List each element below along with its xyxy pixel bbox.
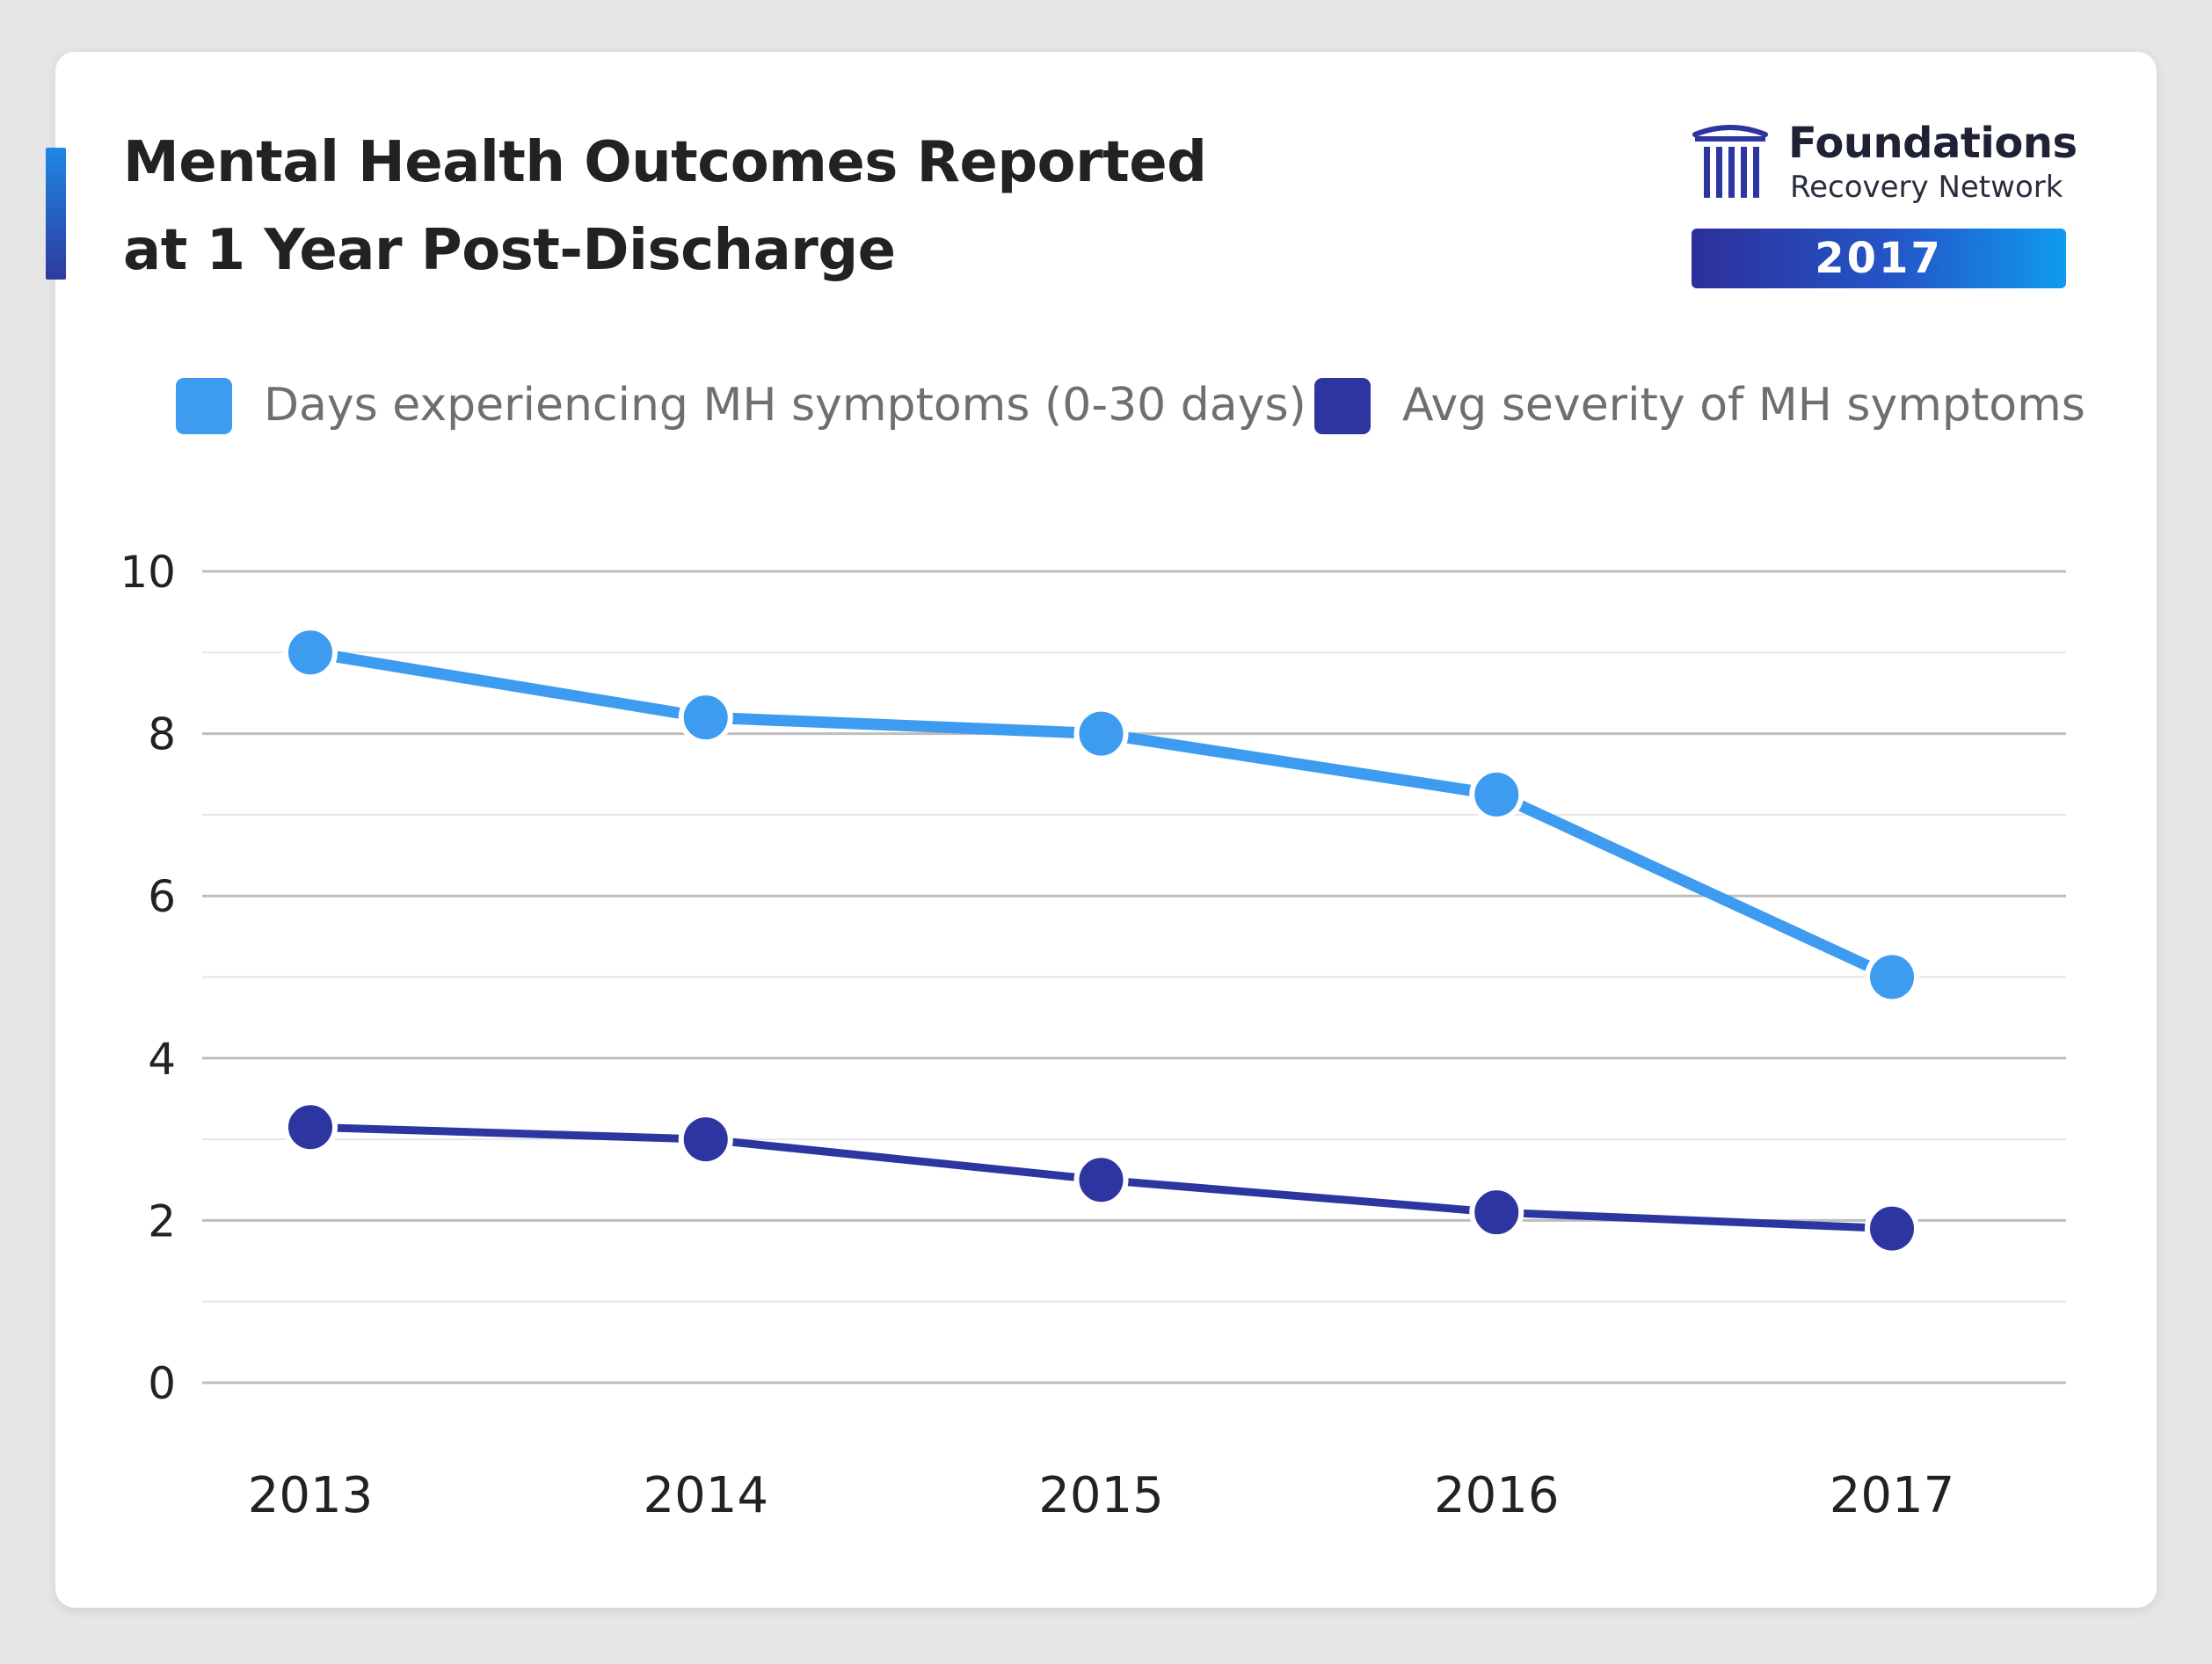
y-tick-label: 8 [148,709,176,760]
data-point-days [678,690,733,745]
data-point-days [1865,949,1919,1005]
y-tick-label: 10 [120,547,176,598]
data-point-severity [283,1100,338,1155]
data-point-days [1073,706,1129,761]
data-point-severity [1865,1201,1919,1256]
data-point-severity [1073,1152,1129,1208]
data-point-days [283,625,338,680]
brand-subtitle: Recovery Network [1790,170,2063,205]
column-logo-icon [1692,125,1768,198]
y-tick-label: 4 [148,1034,176,1085]
legend-swatch-severity [1314,378,1371,434]
x-tick-label: 2013 [248,1467,374,1524]
year-badge: 2017 [1692,229,2066,288]
title-accent-bar [46,148,66,280]
x-tick-label: 2016 [1434,1467,1560,1524]
data-point-days [1469,767,1524,822]
brand-name: Foundations [1788,119,2077,168]
chart-title-line-2: at 1 Year Post-Discharge [123,218,896,283]
chart-card [55,52,2157,1608]
chart-title-line-1: Mental Health Outcomes Reported [123,130,1207,195]
y-tick-label: 0 [148,1358,176,1409]
x-tick-label: 2015 [1038,1467,1164,1524]
x-tick-label: 2017 [1830,1467,1955,1524]
y-tick-label: 2 [148,1195,176,1246]
data-point-severity [1469,1185,1524,1240]
x-tick-label: 2014 [643,1467,768,1524]
y-tick-label: 6 [148,871,176,922]
data-point-severity [678,1112,733,1167]
legend-label-severity: Avg severity of MH symptoms [1402,379,2085,432]
legend-label-days: Days experiencing MH symptoms (0-30 days… [264,379,1306,432]
legend-swatch-days [176,378,232,434]
brand-logo: Foundations Recovery Network 2017 [1690,119,2077,294]
